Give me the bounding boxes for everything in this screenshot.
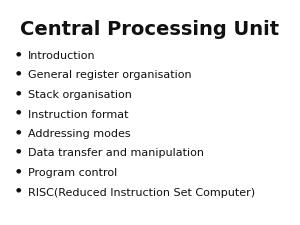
Text: RISC(Reduced Instruction Set Computer): RISC(Reduced Instruction Set Computer)	[28, 187, 255, 198]
Text: Central Processing Unit: Central Processing Unit	[20, 20, 280, 39]
Text: Instruction format: Instruction format	[28, 110, 128, 119]
Text: Stack organisation: Stack organisation	[28, 90, 132, 100]
Text: Introduction: Introduction	[28, 51, 96, 61]
Text: Program control: Program control	[28, 168, 117, 178]
Text: ●: ●	[15, 51, 21, 56]
Text: Data transfer and manipulation: Data transfer and manipulation	[28, 148, 204, 158]
Text: ●: ●	[15, 148, 21, 153]
Text: Addressing modes: Addressing modes	[28, 129, 130, 139]
Text: ●: ●	[15, 168, 21, 173]
Text: General register organisation: General register organisation	[28, 70, 192, 81]
Text: ●: ●	[15, 70, 21, 76]
Text: ●: ●	[15, 187, 21, 193]
Text: ●: ●	[15, 129, 21, 134]
Text: ●: ●	[15, 110, 21, 115]
Text: ●: ●	[15, 90, 21, 95]
